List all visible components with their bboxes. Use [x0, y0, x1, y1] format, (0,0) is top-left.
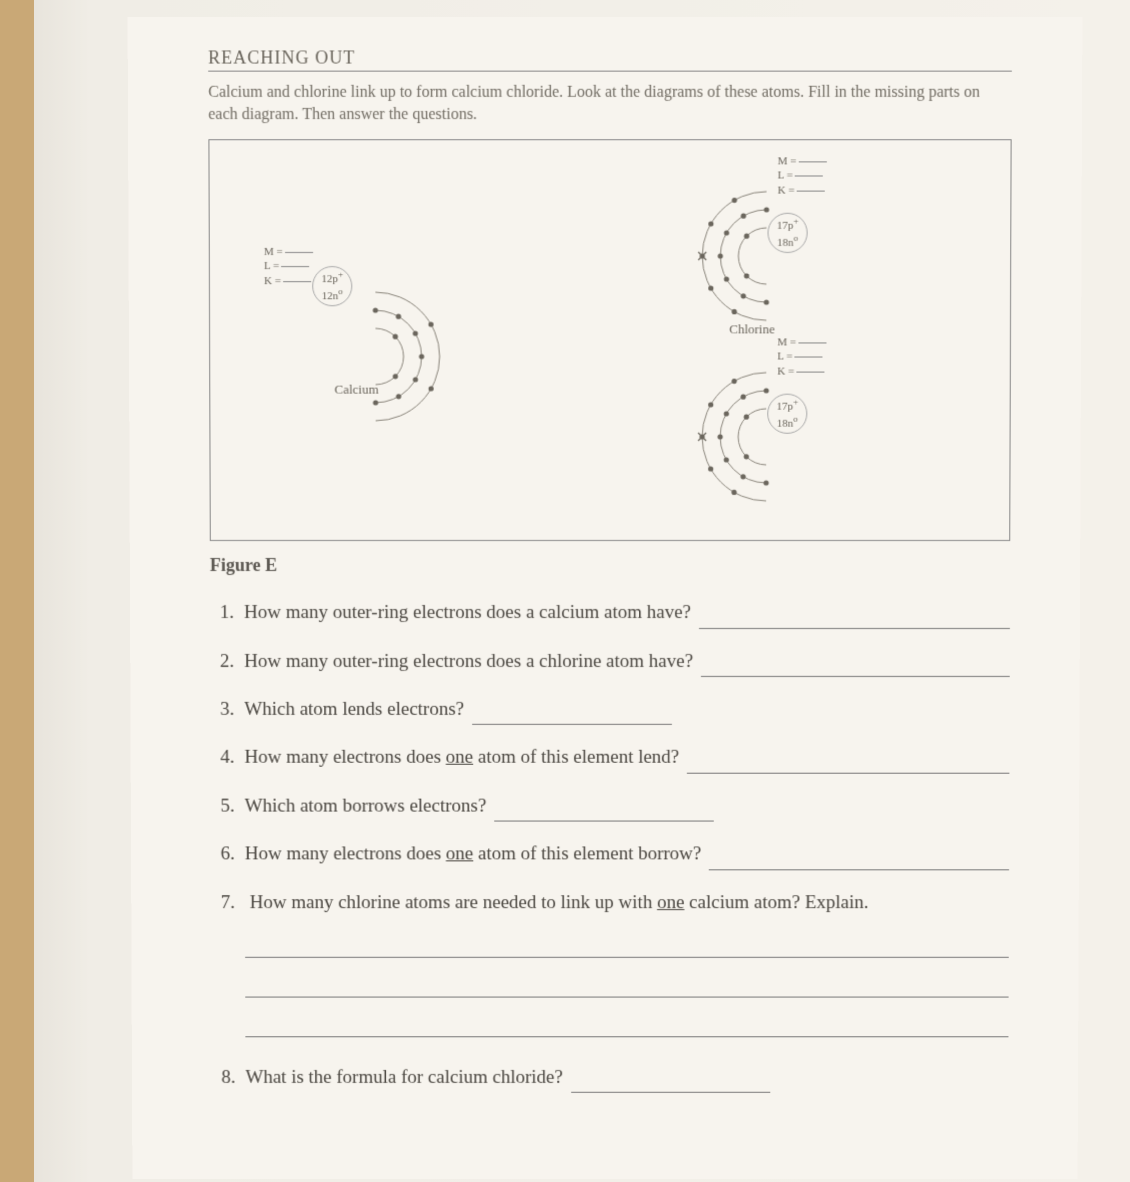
q-text: Which atom borrows electrons? [245, 791, 487, 821]
worksheet-page: REACHING OUT Calcium and chlorine link u… [128, 17, 1083, 1179]
label-m: M = [778, 156, 797, 168]
cl1-p: 17p [777, 220, 794, 232]
label-m: M = [264, 246, 283, 258]
q-text: What is the formula for calcium chloride… [245, 1063, 562, 1093]
chlorine-bottom-atom: M = L = K = 17p+ 18no [681, 352, 851, 527]
figure-box: M = L = K = [208, 139, 1011, 541]
q-text: How many electrons does one atom of this… [245, 840, 702, 870]
blank[interactable] [795, 357, 823, 358]
q-num: 2. [210, 647, 244, 677]
chlorine-top-atom: M = L = K = 17p+ 18no Chlorine [681, 171, 852, 347]
label-k: K = [264, 275, 281, 287]
blank[interactable] [283, 281, 311, 282]
label-l: L = [778, 170, 793, 182]
blank[interactable] [281, 267, 309, 268]
question-8: 8. What is the formula for calcium chlor… [212, 1063, 1009, 1093]
answer-blank[interactable] [699, 607, 1010, 629]
question-2: 2. How many outer-ring electrons does a … [210, 647, 1010, 677]
q6-u: one [446, 844, 473, 865]
sup-o: o [793, 414, 798, 424]
question-7: 7. How many chlorine atoms are needed to… [211, 888, 1009, 1037]
answer-line[interactable] [245, 1011, 1008, 1037]
q-text: How many outer-ring electrons does a chl… [244, 647, 693, 677]
q6-post: atom of this element borrow? [473, 844, 701, 865]
q6-pre: How many electrons does [245, 844, 446, 865]
q7-u: one [657, 892, 684, 913]
q4-u: one [446, 747, 473, 768]
q4-pre: How many electrons does [244, 747, 445, 768]
q7-pre: How many chlorine atoms are needed to li… [250, 892, 657, 913]
chlorine-top-nucleus: 17p+ 18no [767, 213, 807, 253]
sup-o: o [794, 233, 799, 243]
q-num: 6. [211, 840, 245, 870]
answer-blank[interactable] [701, 655, 1010, 677]
q4-post: atom of this element lend? [473, 747, 679, 768]
calcium-name: Calcium [334, 382, 378, 398]
q-num: 4. [210, 743, 244, 773]
answer-line[interactable] [245, 972, 1009, 998]
sup-o: o [338, 286, 343, 296]
answer-blank[interactable] [571, 1071, 770, 1093]
question-1: 1. How many outer-ring electrons does a … [210, 598, 1010, 628]
questions-list: 1. How many outer-ring electrons does a … [210, 598, 1010, 1093]
q7-post: calcium atom? Explain. [684, 892, 868, 913]
q-text: How many electrons does one atom of this… [244, 743, 679, 773]
q-num: 3. [210, 695, 244, 725]
q-num: 7. [211, 888, 245, 918]
question-4: 4. How many electrons does one atom of t… [210, 743, 1009, 773]
label-l: L = [264, 261, 279, 273]
label-k: K = [777, 365, 794, 377]
ca-n: 12n [322, 290, 339, 302]
q-text: How many chlorine atoms are needed to li… [250, 892, 869, 913]
cl2-p: 17p [776, 401, 793, 413]
blank[interactable] [798, 162, 826, 163]
sup-plus: + [793, 397, 798, 407]
section-title: REACHING OUT [208, 47, 1012, 71]
ca-p: 12p [321, 273, 338, 285]
blank[interactable] [796, 371, 824, 372]
answer-line[interactable] [245, 932, 1009, 958]
chlorine-top-shell-labels: M = L = K = [778, 155, 827, 198]
blank[interactable] [798, 343, 826, 344]
chlorine-bottom-nucleus: 17p+ 18no [767, 394, 807, 434]
intro-text: Calcium and chlorine link up to form cal… [208, 82, 1012, 126]
answer-blank[interactable] [709, 848, 1009, 870]
chlorine-name: Chlorine [729, 322, 775, 338]
q-text: How many outer-ring electrons does a cal… [244, 598, 691, 628]
question-5: 5. Which atom borrows electrons? [211, 791, 1010, 821]
q-num: 5. [211, 791, 245, 821]
answer-blank[interactable] [494, 800, 714, 822]
blank[interactable] [795, 176, 823, 177]
figure-label: Figure E [210, 555, 1010, 576]
question-6: 6. How many electrons does one atom of t… [211, 840, 1009, 870]
label-m: M = [777, 337, 796, 349]
q-text: Which atom lends electrons? [244, 695, 464, 725]
blank[interactable] [797, 190, 825, 191]
chlorine-bottom-shell-labels: M = L = K = [777, 336, 826, 379]
answer-blank[interactable] [687, 752, 1009, 774]
q-num: 1. [210, 598, 244, 628]
label-l: L = [777, 351, 792, 363]
q-num: 8. [212, 1063, 246, 1093]
question-3: 3. Which atom lends electrons? [210, 695, 1009, 725]
sup-plus: + [793, 216, 798, 226]
blank[interactable] [285, 252, 313, 253]
calcium-nucleus: 12p+ 12no [312, 266, 352, 306]
cl2-n: 18n [777, 418, 794, 430]
sup-plus: + [338, 269, 343, 279]
cl1-n: 18n [777, 237, 794, 249]
label-k: K = [778, 184, 795, 196]
calcium-shell-labels: M = L = K = [264, 245, 313, 288]
answer-blank[interactable] [472, 703, 672, 725]
calcium-atom: M = L = K = [290, 271, 461, 447]
